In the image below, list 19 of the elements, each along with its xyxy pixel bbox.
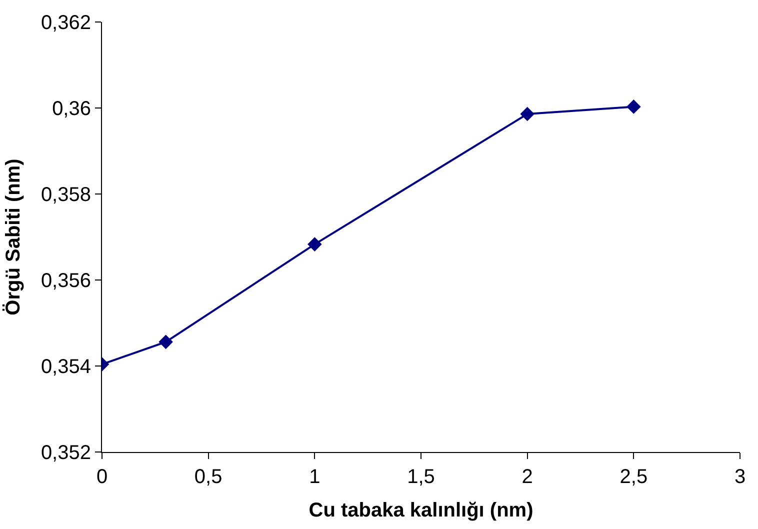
y-tick-label: 0,352 [40,442,91,464]
x-tick-label: 0 [96,466,108,488]
x-axis-title: Cu tabaka kalınlığı (nm) [308,500,534,522]
point [520,106,534,122]
y-axis-title: Örgü Sabiti (nm) [1,158,24,316]
x-tick-label: 1 [309,466,320,488]
y-tick-label: 0,354 [40,356,91,378]
y-tick-label: 0,356 [40,270,91,292]
point [626,100,641,114]
y-tick-label: 0,358 [40,184,91,206]
y-tick-label: 0,36 [52,98,91,120]
x-tick-label: 2,5 [620,466,648,488]
x-tick-label: 2 [522,466,533,488]
point [308,237,322,252]
x-tick-label: 0,5 [194,466,222,488]
point [158,334,173,350]
x-tick-label: 1,5 [407,466,435,488]
x-tick-label: 3 [734,466,746,488]
y-tick-label: 0,362 [40,12,91,34]
